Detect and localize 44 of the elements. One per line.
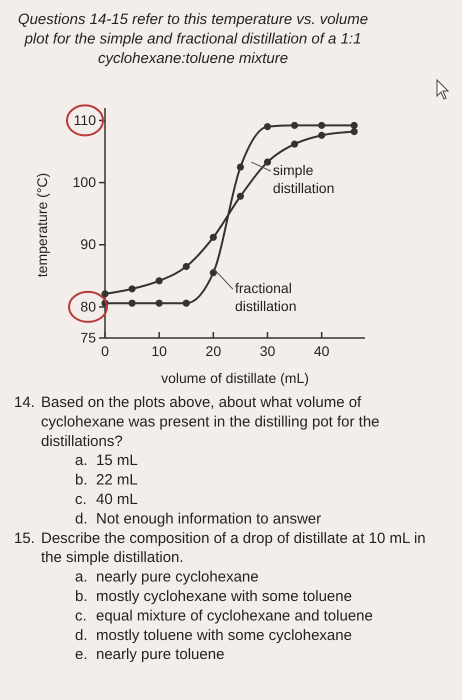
text: 14. Based on the plots above, about what volume of cyclohexane was present in the distilling pot for the distillations?: [14, 394, 380, 450]
text: d. mostly toluene with some cyclohexane: [75, 626, 352, 644]
text: a. 15 mL: [75, 452, 138, 470]
x-axis-title: volume of distillate (mL): [161, 370, 309, 386]
point: [101, 290, 109, 298]
series-label: simple distillation: [272, 162, 334, 196]
text: c. 40 mL: [75, 491, 138, 508]
text: e. nearly pure toluene: [75, 646, 224, 664]
point: [236, 192, 244, 200]
y-tick-label: 100: [72, 174, 96, 190]
x-tick-label: 0: [101, 342, 110, 359]
point: [182, 300, 190, 307]
point: [350, 122, 358, 129]
point: [156, 300, 163, 307]
x-tick-label: 10: [151, 342, 168, 359]
point: [210, 234, 217, 241]
series-label: fractional distillation: [235, 280, 296, 314]
y-tick-label: 80: [80, 298, 96, 314]
point: [236, 163, 244, 171]
y-tick-label: 75: [80, 329, 96, 346]
point: [318, 122, 326, 129]
x-tick-label: 30: [260, 342, 276, 359]
point: [264, 123, 272, 130]
text: 15. Describe the composition of a drop of distillate at 10 mL in the simple distillation.: [14, 530, 426, 566]
point: [291, 140, 298, 148]
point: [318, 132, 326, 139]
point: [264, 158, 272, 166]
text: a. nearly pure cyclohexane: [75, 568, 259, 586]
point: [291, 122, 298, 129]
text: c. equal mixture of cyclohexane and toluene: [75, 607, 373, 624]
text: d. Not enough information to answer: [75, 510, 322, 528]
point: [128, 300, 136, 307]
chart-title: Questions 14-15 refer to this temperature vs. volume plot for the simple and fractional distillation of a 1:1 cyclohexane:toluene mixture: [18, 11, 368, 67]
text: b. 22 mL: [75, 472, 138, 489]
point: [350, 128, 358, 136]
point: [182, 262, 190, 270]
x-tick-label: 20: [206, 342, 222, 359]
x-tick-label: 40: [314, 342, 330, 359]
point: [128, 285, 136, 292]
y-tick-label: 90: [80, 236, 96, 252]
text: b. mostly cyclohexane with some toluene: [75, 588, 352, 605]
y-axis-title: temperature (°C): [34, 172, 50, 278]
y-tick-label: 110: [74, 112, 96, 128]
point: [156, 277, 163, 284]
